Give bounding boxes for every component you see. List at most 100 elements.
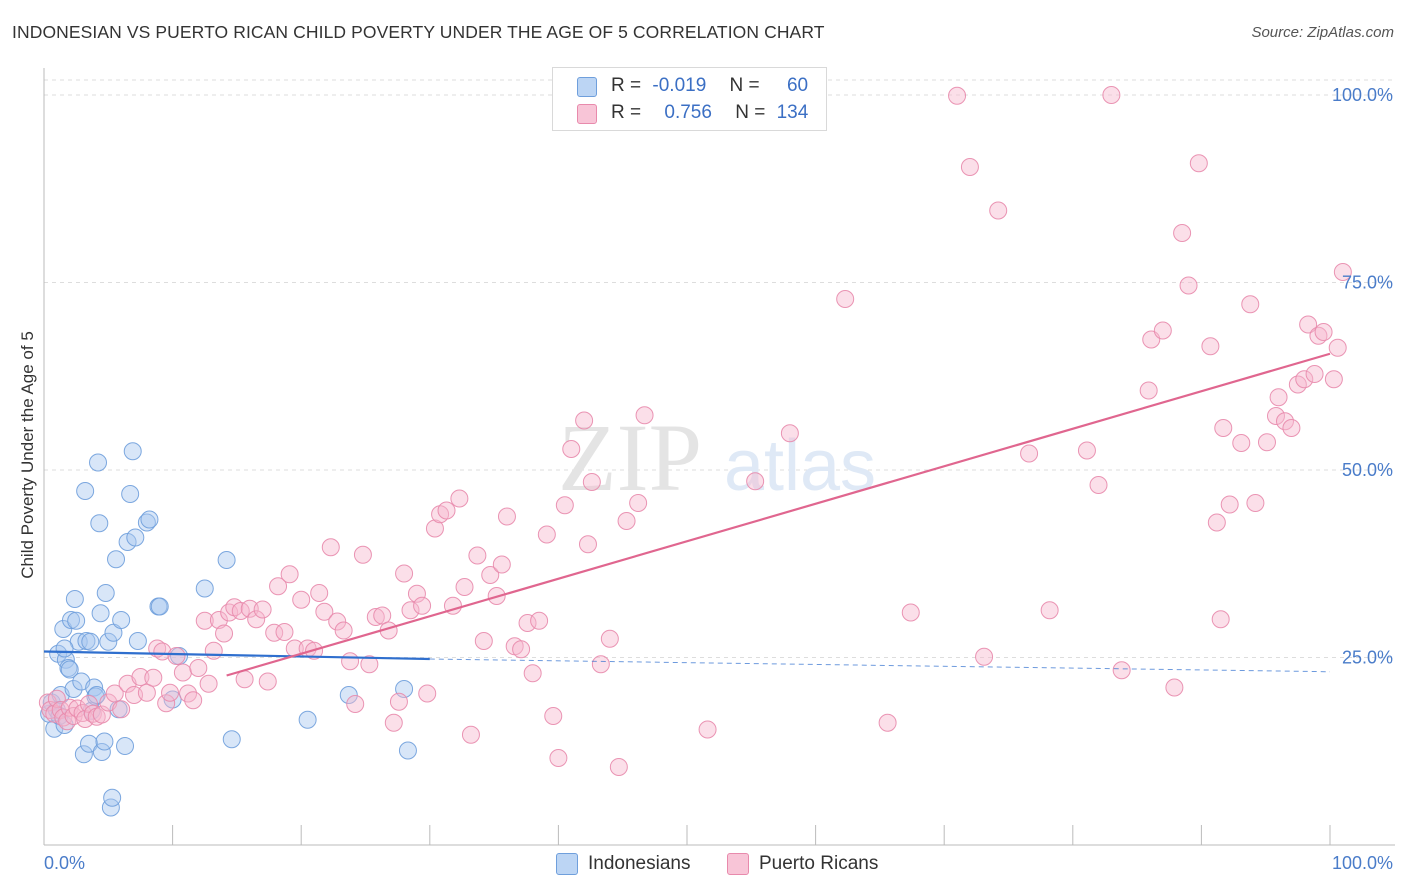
- puerto-rican-point: [600, 629, 619, 648]
- indonesians-trend-line: [43, 650, 430, 661]
- puerto-rican-point: [975, 647, 994, 666]
- indonesian-point: [217, 551, 236, 569]
- indonesian-point: [222, 730, 241, 749]
- legend-swatch-pink: [577, 104, 597, 124]
- legend-swatch-pink: [727, 853, 749, 875]
- puerto-rican-point: [334, 621, 353, 640]
- puerto-rican-point: [105, 684, 124, 703]
- puerto-rican-point: [1020, 444, 1039, 463]
- puerto-rican-point: [173, 663, 192, 682]
- puerto-rican-point: [530, 611, 549, 630]
- indonesian-point: [116, 737, 135, 755]
- puerto-rican-point: [413, 596, 432, 615]
- puerto-rican-point: [492, 555, 511, 574]
- puerto-rican-point: [401, 601, 420, 620]
- indonesian-point: [103, 788, 122, 807]
- indonesian-point: [74, 745, 93, 764]
- puerto-rican-point: [321, 538, 340, 557]
- puerto-rican-point: [549, 749, 568, 767]
- puerto-rican-point: [523, 664, 542, 683]
- puerto-rican-point: [1266, 407, 1285, 425]
- puerto-rican-point: [341, 652, 360, 671]
- puerto-rican-point: [47, 689, 66, 708]
- puerto-rican-point: [1275, 412, 1294, 431]
- puerto-rican-point: [437, 501, 456, 520]
- legend-r-value: 0.756: [664, 102, 712, 123]
- indonesian-point: [55, 639, 74, 658]
- indonesian-point: [89, 453, 108, 472]
- legend-label-puerto-ricans: Puerto Ricans: [759, 853, 879, 874]
- puerto-rican-point: [1173, 224, 1192, 242]
- indonesian-point: [128, 632, 147, 650]
- puerto-rican-point: [780, 424, 799, 443]
- puerto-rican-point: [199, 674, 218, 693]
- puerto-rican-point: [1201, 337, 1220, 356]
- puerto-rican-point: [512, 640, 531, 659]
- puerto-rican-point: [698, 720, 717, 739]
- puerto-rican-point: [450, 489, 469, 508]
- puerto-rican-point: [209, 611, 228, 629]
- puerto-rican-point: [269, 577, 288, 596]
- puerto-rican-point: [1153, 321, 1172, 340]
- puerto-rican-point: [161, 683, 180, 702]
- legend-swatch-blue: [556, 853, 578, 875]
- puerto-rican-point: [1112, 661, 1131, 680]
- puerto-rican-point: [1139, 381, 1158, 400]
- puerto-rican-point: [1314, 323, 1333, 341]
- puerto-rican-point: [360, 655, 379, 674]
- puerto-rican-point: [575, 411, 594, 430]
- puerto-rican-point: [555, 496, 574, 515]
- y-tick-label: 50.0%: [1342, 460, 1393, 480]
- puerto-rican-point: [1232, 434, 1251, 452]
- indonesian-point: [59, 659, 78, 677]
- puerto-rican-point: [609, 758, 628, 776]
- stats-legend: R = -0.019 N = 60 R = 0.756 N = 134: [552, 67, 827, 131]
- puerto-rican-point: [1282, 419, 1301, 437]
- puerto-rican-point: [1241, 295, 1260, 314]
- indonesian-point: [67, 611, 86, 630]
- legend-n-label: N =: [735, 102, 766, 123]
- indonesian-point: [85, 678, 104, 697]
- puerto-rican-point: [389, 692, 408, 711]
- indonesian-point: [101, 798, 120, 817]
- trend-lines: [43, 352, 1331, 677]
- indonesians-trend-extension: [429, 658, 1331, 673]
- puerto-rican-point: [258, 672, 277, 691]
- chart-title: INDONESIAN VS PUERTO RICAN CHILD POVERTY…: [12, 22, 825, 42]
- puerto-rican-point: [1211, 610, 1230, 629]
- puerto-rican-point: [582, 473, 601, 491]
- puerto-rican-point: [878, 713, 897, 732]
- indonesian-point: [62, 611, 81, 629]
- puerto-rican-point: [1102, 86, 1121, 104]
- puerto-rican-point: [240, 599, 259, 618]
- puerto-rican-point: [1214, 419, 1233, 437]
- legend-n-value: 134: [776, 102, 809, 123]
- puerto-rican-point: [537, 525, 556, 544]
- puerto-ricans-trend-line: [226, 352, 1331, 677]
- puerto-rican-point: [901, 603, 920, 622]
- indonesian-point: [150, 597, 169, 616]
- puerto-rican-point: [1089, 476, 1108, 494]
- puerto-rican-point: [1305, 365, 1324, 383]
- legend-n-label: N =: [729, 75, 760, 96]
- indonesian-point: [92, 743, 111, 761]
- indonesian-point: [90, 514, 109, 533]
- puerto-rican-point: [384, 713, 403, 732]
- puerto-rican-point: [578, 535, 597, 554]
- puerto-rican-point: [1257, 433, 1276, 452]
- indonesian-point: [137, 513, 156, 532]
- indonesian-point: [81, 632, 100, 651]
- indonesian-point: [64, 680, 83, 698]
- puerto-rican-point: [247, 610, 266, 629]
- x-tick-label: 100.0%: [1332, 853, 1393, 873]
- puerto-rican-point: [1077, 441, 1096, 460]
- puerto-rican-point: [948, 86, 967, 105]
- puerto-rican-point: [960, 158, 979, 176]
- x-tick-label: 0.0%: [44, 853, 85, 873]
- puerto-rican-point: [989, 201, 1008, 220]
- puerto-rican-point: [328, 612, 347, 631]
- legend-r-value: -0.019: [652, 75, 707, 96]
- puerto-rican-point: [366, 608, 385, 626]
- puerto-rican-point: [418, 684, 437, 703]
- y-tick-label: 100.0%: [1332, 85, 1393, 105]
